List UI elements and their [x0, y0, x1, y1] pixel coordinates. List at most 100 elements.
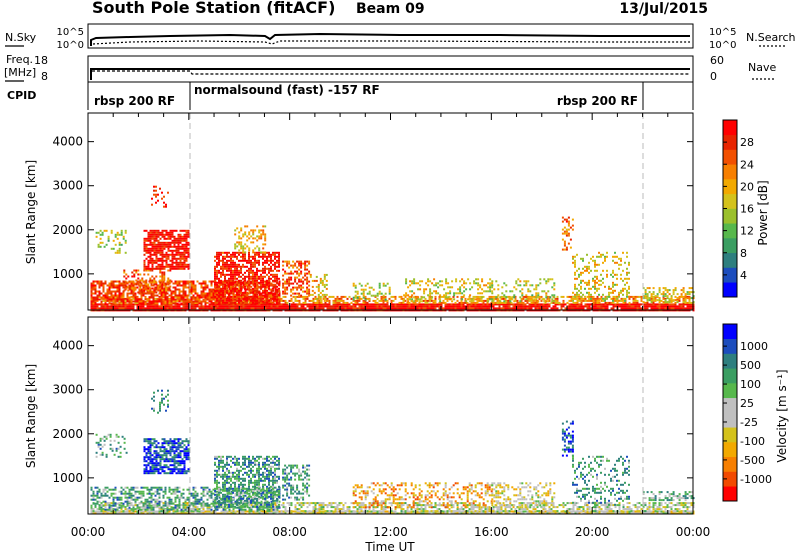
heatmap-cell — [378, 292, 381, 295]
heatmap-cell — [234, 271, 236, 274]
heatmap-cell — [446, 307, 449, 310]
heatmap-cell — [481, 296, 484, 299]
heatmap-cell — [254, 251, 256, 254]
heatmap-cell — [403, 298, 406, 301]
heatmap-cell — [282, 290, 285, 293]
heatmap-cell — [234, 261, 236, 264]
heatmap-cell — [620, 273, 622, 276]
heatmap-cell — [246, 298, 249, 301]
heatmap-cell — [250, 299, 252, 302]
heatmap-cell — [224, 277, 226, 280]
heatmap-cell — [198, 307, 201, 310]
heatmap-cell — [492, 305, 495, 308]
heatmap-cell — [262, 285, 264, 288]
heatmap-cell — [650, 305, 653, 308]
heatmap-cell — [292, 286, 295, 289]
nsky-right-label: N.Search — [746, 31, 796, 44]
heatmap-cell — [157, 251, 160, 254]
heatmap-cell — [396, 307, 399, 310]
heatmap-cell — [318, 301, 321, 304]
heatmap-cell — [157, 257, 160, 260]
heatmap-cell — [236, 305, 239, 308]
heatmap-cell — [394, 295, 397, 298]
heatmap-cell — [266, 295, 268, 298]
heatmap-cell — [165, 291, 168, 294]
heatmap-cell — [362, 296, 365, 299]
heatmap-cell — [692, 297, 695, 300]
heatmap-cell — [149, 267, 152, 270]
heatmap-cell — [578, 299, 581, 302]
heatmap-cell — [388, 290, 391, 293]
heatmap-cell — [258, 301, 260, 304]
heatmap-cell — [264, 237, 267, 240]
heatmap-cell — [324, 295, 327, 298]
heatmap-cell — [488, 307, 491, 310]
heatmap-cell — [362, 290, 365, 293]
heatmap-cell — [346, 301, 349, 304]
heatmap-cell — [181, 257, 184, 260]
heatmap-cell — [473, 298, 476, 301]
heatmap-cell — [224, 293, 226, 296]
heatmap-cell — [153, 233, 156, 236]
heatmap-cell — [686, 305, 689, 308]
heatmap-cell — [304, 272, 307, 275]
heatmap-cell — [143, 229, 146, 232]
heatmap-cell — [98, 286, 101, 289]
heatmap-cell — [413, 282, 416, 285]
heatmap-cell — [626, 255, 628, 258]
heatmap-cell — [380, 303, 383, 306]
heatmap-cell — [456, 305, 459, 308]
heatmap-cell — [242, 233, 245, 236]
heatmap-cell — [374, 307, 377, 310]
heatmap-cell — [300, 272, 303, 275]
heatmap-cell — [551, 298, 554, 301]
heatmap-cell — [163, 259, 166, 262]
heatmap-cell — [169, 235, 172, 238]
heatmap-cell — [502, 295, 505, 298]
heatmap-cell — [340, 299, 343, 302]
heatmap-cell — [244, 225, 247, 228]
heatmap-cell — [614, 255, 616, 258]
heatmap-cell — [476, 301, 479, 304]
heatmap-cell — [602, 293, 604, 296]
heatmap-cell — [586, 303, 589, 306]
heatmap-cell — [216, 307, 219, 310]
heatmap-cell — [458, 301, 461, 304]
heatmap-cell — [270, 307, 273, 310]
heatmap-cell — [452, 295, 455, 298]
heatmap-cell — [172, 299, 175, 302]
colorbar-segment — [723, 267, 737, 283]
heatmap-cell — [412, 301, 415, 304]
heatmap-cell — [147, 267, 150, 270]
heatmap-cell — [153, 245, 156, 248]
heatmap-cell — [394, 297, 397, 300]
heatmap-cell — [242, 247, 245, 250]
heatmap-cell — [565, 246, 568, 249]
heatmap-cell — [156, 298, 159, 301]
heatmap-cell — [228, 277, 230, 280]
heatmap-cell — [171, 241, 174, 244]
heatmap-cell — [467, 278, 470, 281]
heatmap-cell — [670, 303, 673, 306]
heatmap-cell — [513, 294, 516, 297]
heatmap-cell — [432, 307, 435, 310]
heatmap-cell — [648, 299, 651, 302]
heatmap-cell — [350, 297, 353, 300]
heatmap-cell — [282, 274, 285, 277]
heatmap-cell — [554, 307, 557, 310]
heatmap-cell — [490, 301, 493, 304]
heatmap-cell — [268, 302, 271, 305]
heatmap-cell — [159, 265, 162, 268]
heatmap-cell — [602, 269, 604, 272]
heatmap-cell — [282, 299, 285, 302]
heatmap-cell — [224, 289, 226, 292]
heatmap-cell — [214, 279, 216, 282]
heatmap-cell — [668, 299, 671, 302]
heatmap-cell — [628, 271, 630, 274]
heatmap-cell — [218, 307, 221, 310]
heatmap-cell — [140, 294, 143, 297]
heatmap-cell — [427, 278, 430, 281]
heatmap-cell — [688, 305, 691, 308]
heatmap-cell — [252, 297, 254, 300]
heatmap-cell — [576, 253, 578, 256]
